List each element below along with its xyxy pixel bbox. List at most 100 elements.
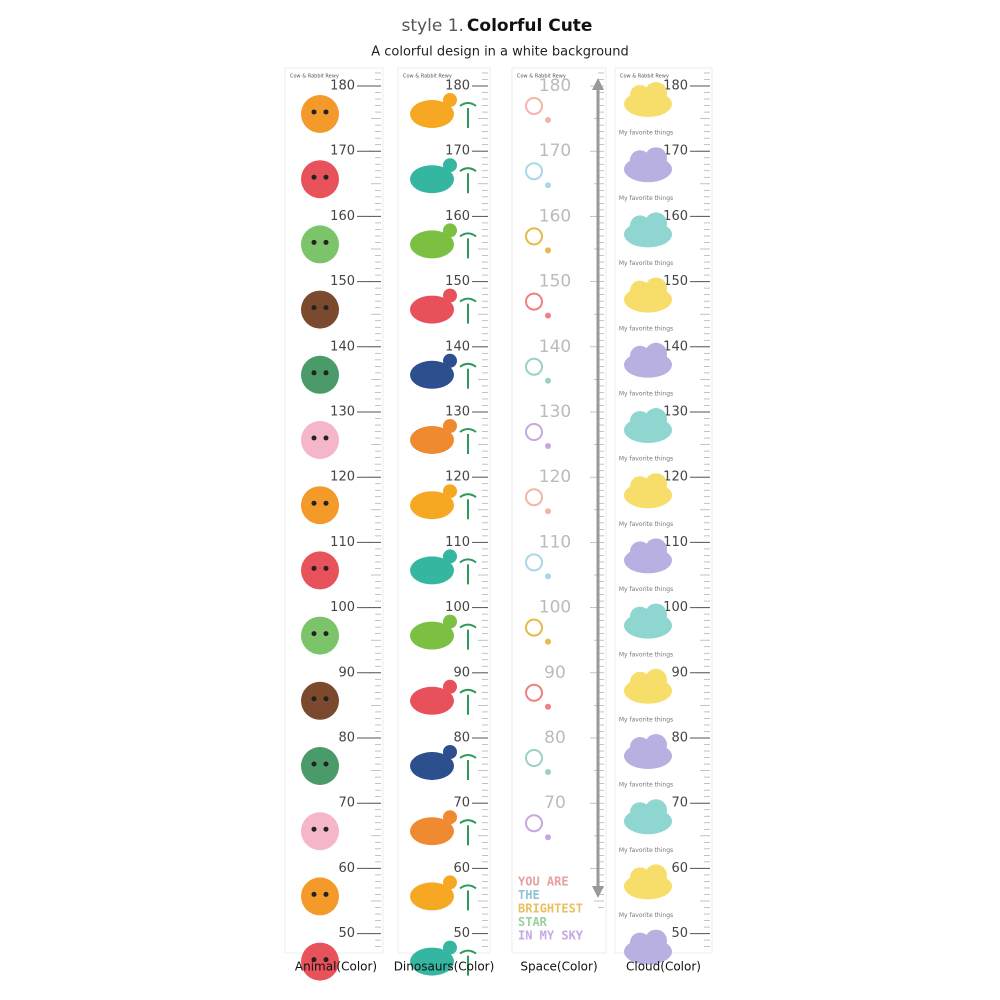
- scale-number: 100: [539, 598, 571, 618]
- scale-number: 180: [445, 79, 470, 94]
- animal-eye: [311, 435, 317, 441]
- palm: [459, 167, 477, 194]
- scale-number: 130: [539, 402, 571, 422]
- animal-eye: [311, 305, 317, 311]
- space-object: [525, 488, 543, 507]
- palm: [459, 623, 477, 650]
- panel-label: Animal(Color): [295, 960, 377, 974]
- note: My favorite things: [619, 521, 673, 528]
- scale-number: 90: [671, 665, 688, 680]
- note: My favorite things: [619, 847, 673, 854]
- scale-number: 110: [330, 535, 355, 550]
- subtitle: A colorful design in a white background: [371, 45, 629, 60]
- scale-number: 170: [445, 144, 470, 159]
- space-object: [525, 553, 543, 572]
- animal-eye: [323, 174, 329, 180]
- space-dot: [545, 834, 551, 841]
- scale-number: 120: [445, 470, 470, 485]
- space-dot: [545, 247, 551, 254]
- animal-face: [301, 877, 339, 916]
- quote-line: STAR: [518, 915, 548, 929]
- animal-eye: [311, 500, 317, 506]
- cloud-puff: [645, 473, 667, 496]
- dinosaur-head: [443, 288, 457, 303]
- animal-eye: [311, 826, 317, 832]
- cloud-puff: [630, 476, 650, 497]
- cloud-puff: [630, 215, 650, 236]
- scale-number: 130: [663, 405, 688, 420]
- cloud-puff: [645, 212, 667, 235]
- animal-eye: [311, 761, 317, 767]
- dinosaur: [410, 556, 454, 585]
- cloud-puff: [630, 932, 650, 953]
- dinosaur: [410, 491, 454, 520]
- note: My favorite things: [619, 325, 673, 332]
- animal-eye: [323, 500, 329, 506]
- scale-number: 150: [330, 274, 355, 289]
- scale-number: 50: [453, 926, 470, 941]
- scale-number: 100: [663, 600, 688, 615]
- scale-number: 70: [453, 796, 470, 811]
- scale-number: 140: [330, 339, 355, 354]
- animal-eye: [323, 435, 329, 441]
- palm: [459, 558, 477, 585]
- note: My favorite things: [619, 717, 673, 724]
- animal-eye: [323, 239, 329, 245]
- palm: [459, 884, 477, 911]
- cloud-puff: [630, 411, 650, 431]
- note: My favorite things: [619, 912, 673, 919]
- scale-number: 180: [330, 79, 355, 94]
- panel-label: Cloud(Color): [626, 960, 701, 974]
- note: My favorite things: [619, 195, 673, 202]
- cloud-puff: [645, 734, 667, 756]
- animal-eye: [311, 565, 317, 571]
- animal-face: [301, 747, 339, 785]
- space-dot: [545, 573, 551, 580]
- scale-number: 110: [539, 532, 571, 552]
- animal-eye: [311, 174, 317, 180]
- scale-number: 150: [663, 274, 688, 289]
- scale-number: 170: [330, 144, 355, 159]
- animal-face: [301, 421, 339, 459]
- cloud-puff: [630, 606, 650, 627]
- scale-number: 90: [544, 663, 566, 683]
- space-dot: [545, 443, 551, 449]
- palm: [459, 949, 477, 976]
- space-object: [525, 162, 543, 181]
- scale-number: 160: [663, 209, 688, 224]
- space-dot: [545, 377, 551, 384]
- space-object: [525, 618, 543, 637]
- palm: [459, 493, 477, 520]
- note: My favorite things: [619, 260, 673, 267]
- note: My favorite things: [619, 586, 673, 593]
- animal-eye: [323, 305, 329, 311]
- scale-number: 60: [338, 861, 355, 876]
- palm: [459, 362, 477, 389]
- dinosaur: [410, 426, 454, 454]
- animal-face: [301, 942, 339, 981]
- scale-number: 160: [330, 209, 355, 224]
- scale-number: 100: [445, 600, 470, 615]
- scale-number: 90: [453, 665, 470, 680]
- cloud-puff: [645, 277, 667, 300]
- animal-face: [301, 551, 339, 590]
- animal-eye: [311, 696, 317, 702]
- dinosaur: [410, 947, 454, 976]
- space-object: [525, 749, 543, 767]
- cloud-puff: [630, 671, 650, 692]
- dinosaur: [410, 165, 454, 194]
- title-prefix: style 1.: [402, 16, 464, 36]
- cloud-puff: [645, 342, 667, 365]
- animal-eye: [323, 957, 329, 963]
- dinosaur: [410, 295, 454, 324]
- panel-label: Dinosaurs(Color): [394, 960, 495, 974]
- panel: [511, 67, 607, 954]
- scale-number: 180: [539, 76, 571, 96]
- quote-line: THE: [518, 888, 540, 902]
- dinosaur: [410, 230, 454, 259]
- scale-number: 90: [338, 665, 355, 680]
- animal-eye: [323, 565, 329, 571]
- quote-line: YOU ARE: [518, 875, 569, 889]
- scale-number: 140: [445, 339, 470, 354]
- scale-number: 60: [671, 861, 688, 876]
